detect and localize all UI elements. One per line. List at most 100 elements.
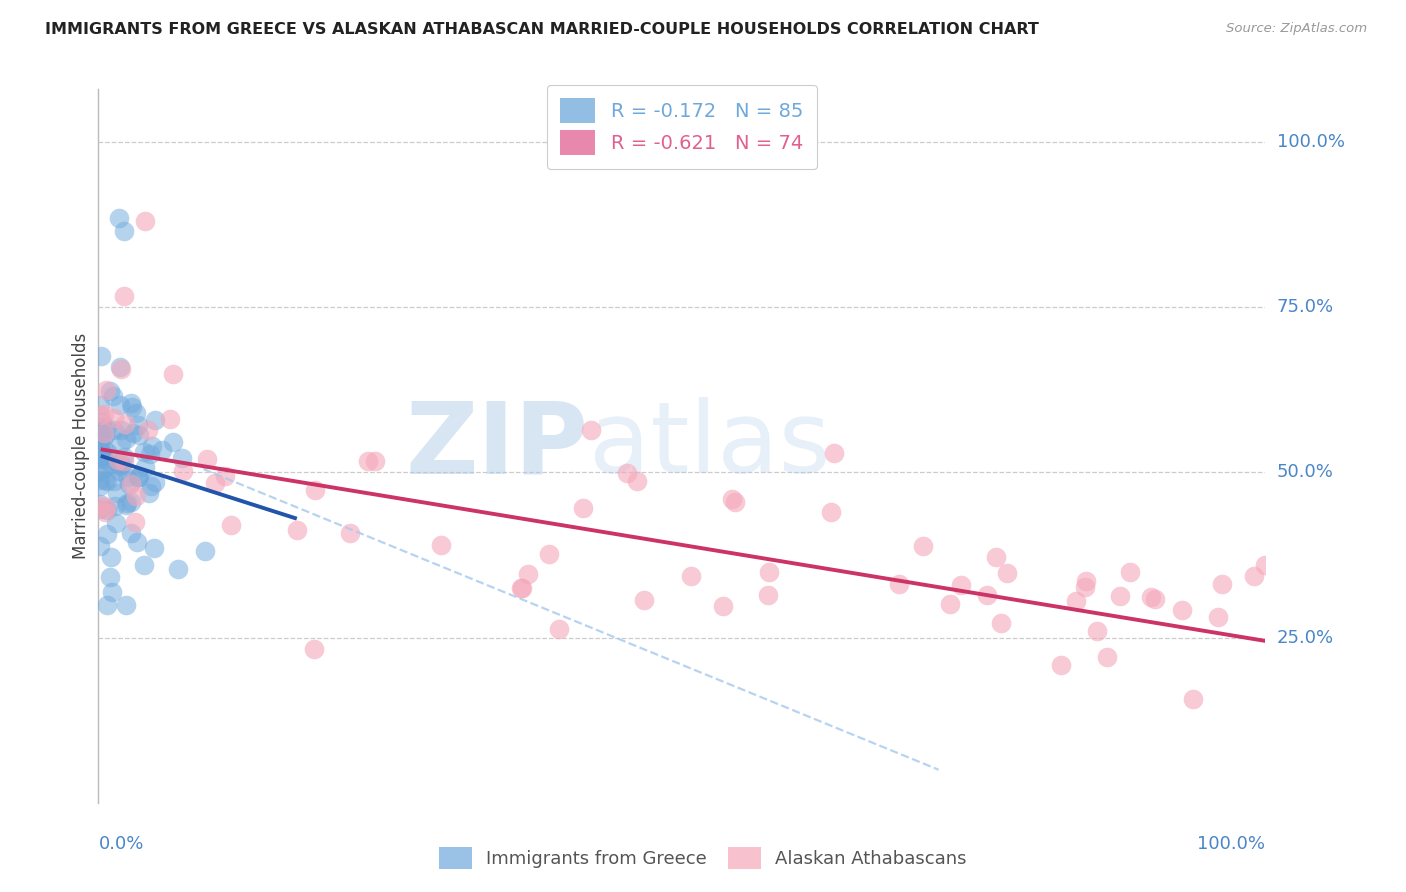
Point [89, 443, 111, 458]
Point [115, 498, 138, 512]
Point [108, 457, 131, 471]
Point [1254, 558, 1277, 573]
Point [1208, 610, 1230, 624]
Legend: Immigrants from Greece, Alaskan Athabascans: Immigrants from Greece, Alaskan Athabasc… [430, 838, 976, 879]
Point [939, 597, 962, 611]
Point [114, 417, 136, 432]
Text: 0.0%: 0.0% [98, 835, 143, 853]
Point [91, 450, 114, 464]
Point [118, 477, 141, 491]
Point [823, 445, 845, 459]
Point [93, 453, 115, 467]
Point [89, 409, 111, 423]
Point [105, 486, 128, 500]
Point [889, 577, 911, 591]
Point [90, 431, 112, 445]
Point [141, 438, 163, 452]
Point [93, 461, 115, 475]
Point [103, 474, 125, 488]
Point [89, 450, 111, 464]
Point [758, 565, 780, 579]
Point [949, 578, 972, 592]
Point [114, 598, 136, 612]
Point [96, 500, 118, 514]
Point [1109, 589, 1132, 603]
Point [194, 544, 217, 558]
Point [990, 615, 1012, 630]
Point [100, 550, 122, 565]
Point [94, 473, 117, 487]
Point [124, 516, 146, 530]
Point [115, 432, 138, 446]
Point [633, 592, 655, 607]
Point [820, 505, 842, 519]
Point [304, 483, 326, 497]
Text: Source: ZipAtlas.com: Source: ZipAtlas.com [1226, 22, 1367, 36]
Point [120, 525, 142, 540]
Point [96, 527, 118, 541]
Point [94, 421, 117, 435]
Point [96, 598, 118, 612]
Point [89, 425, 111, 439]
Point [150, 443, 173, 458]
Point [134, 214, 156, 228]
Point [111, 458, 134, 473]
Point [537, 547, 560, 561]
Point [221, 518, 243, 533]
Text: 100.0%: 100.0% [1277, 133, 1344, 151]
Point [96, 503, 118, 517]
Point [97, 446, 120, 460]
Point [134, 459, 156, 474]
Point [510, 581, 533, 595]
Point [195, 451, 218, 466]
Point [96, 474, 118, 488]
Point [302, 642, 325, 657]
Point [108, 211, 131, 225]
Point [120, 495, 142, 509]
Point [110, 361, 132, 376]
Point [101, 585, 124, 599]
Point [510, 581, 533, 595]
Point [89, 499, 111, 513]
Point [1074, 581, 1097, 595]
Point [339, 526, 361, 541]
Point [89, 398, 111, 412]
Point [1119, 566, 1142, 580]
Point [110, 423, 132, 437]
Point [125, 405, 148, 419]
Point [89, 497, 111, 511]
Point [1064, 593, 1087, 607]
Point [91, 447, 114, 461]
Point [93, 505, 115, 519]
Point [172, 464, 194, 478]
Point [122, 425, 145, 440]
Point [364, 454, 387, 468]
Point [1243, 569, 1265, 583]
Point [94, 427, 117, 442]
Point [616, 466, 638, 480]
Point [112, 224, 135, 238]
Point [127, 470, 149, 484]
Point [101, 389, 124, 403]
Point [141, 479, 163, 493]
Point [132, 558, 155, 573]
Point [90, 349, 112, 363]
Point [626, 474, 648, 488]
Point [138, 485, 160, 500]
Text: 75.0%: 75.0% [1277, 298, 1334, 317]
Point [143, 413, 166, 427]
Point [120, 395, 142, 409]
Point [112, 454, 135, 468]
Point [89, 473, 111, 487]
Point [143, 475, 166, 489]
Point [681, 569, 703, 583]
Point [89, 451, 111, 466]
Point [204, 476, 226, 491]
Point [104, 499, 127, 513]
Point [117, 470, 139, 484]
Text: 25.0%: 25.0% [1277, 629, 1334, 647]
Point [721, 491, 744, 506]
Point [1074, 574, 1097, 588]
Point [162, 367, 184, 381]
Point [128, 428, 150, 442]
